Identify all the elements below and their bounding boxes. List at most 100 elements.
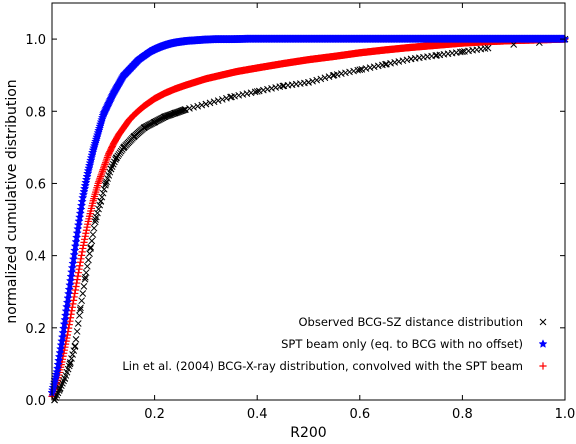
data-point [403, 56, 411, 64]
data-point [73, 328, 81, 335]
y-tick-label: 0.4 [25, 250, 46, 265]
data-point [71, 289, 79, 298]
data-point [333, 71, 341, 78]
data-point [79, 186, 89, 196]
data-point [80, 180, 90, 190]
legend-label: SPT beam only (eq. to BCG with no offset… [281, 337, 523, 351]
data-point [370, 63, 378, 71]
x-axis-title: R200 [290, 425, 326, 441]
data-point [247, 89, 255, 97]
data-point [268, 85, 275, 92]
data-point [346, 68, 353, 76]
data-point [366, 64, 374, 71]
data-point [66, 314, 75, 322]
data-point [87, 245, 94, 252]
data-point [350, 67, 357, 75]
data-point [76, 262, 84, 270]
data-point [81, 177, 91, 187]
data-point [317, 75, 325, 83]
data-point [325, 73, 333, 80]
data-point [82, 171, 92, 181]
data-point [78, 248, 86, 256]
data-point [67, 359, 74, 366]
data-point [459, 48, 466, 56]
data-point [112, 156, 119, 163]
data-point [358, 65, 366, 73]
data-point [99, 165, 107, 174]
data-point [80, 183, 90, 193]
data-point [329, 72, 337, 79]
data-point [77, 255, 85, 263]
data-point [92, 213, 100, 221]
data-point [186, 105, 193, 112]
data-point [83, 223, 91, 231]
data-point [68, 355, 75, 362]
data-point [78, 190, 89, 199]
data-point [81, 174, 92, 184]
data-point [194, 102, 202, 110]
y-tick-label: 0.2 [25, 322, 46, 337]
data-point [76, 306, 84, 314]
plot-area [47, 34, 570, 404]
data-point [74, 272, 82, 280]
data-point [101, 159, 110, 167]
series-0 [51, 35, 569, 404]
data-point [79, 241, 87, 249]
data-point [97, 197, 105, 205]
y-tick-label: 0.8 [25, 105, 46, 120]
data-point [95, 176, 104, 184]
data-point [313, 76, 321, 84]
data-point [83, 262, 91, 270]
data-point [321, 74, 329, 82]
x-tick-label: 0.4 [247, 407, 268, 422]
data-point [383, 60, 390, 68]
data-point [190, 103, 197, 111]
data-point [218, 96, 226, 103]
data-point [81, 235, 89, 243]
data-point [71, 286, 79, 294]
legend-marker [538, 339, 548, 348]
data-point [96, 174, 104, 182]
data-point [337, 70, 345, 78]
data-point [102, 180, 110, 187]
data-point [399, 57, 407, 65]
data-point [103, 153, 112, 162]
data-point [97, 171, 105, 179]
data-point [235, 91, 243, 99]
data-point [179, 106, 187, 114]
data-point [74, 269, 83, 277]
data-point [80, 238, 88, 246]
x-tick-label: 0.8 [452, 407, 473, 422]
data-point [231, 92, 238, 100]
y-tick-label: 1.0 [25, 33, 46, 48]
data-point [251, 88, 259, 96]
data-point [264, 85, 271, 93]
data-point [243, 90, 251, 97]
data-point [214, 97, 222, 104]
data-point [362, 65, 370, 72]
data-point [98, 193, 106, 201]
data-point [69, 300, 77, 308]
data-point [75, 265, 83, 273]
data-point [69, 351, 76, 358]
data-point [90, 224, 98, 232]
data-point [52, 367, 62, 376]
data-point [66, 360, 74, 368]
data-point [227, 93, 234, 101]
data-point [82, 229, 90, 237]
x-tick-label: 1.0 [555, 407, 576, 422]
data-point [78, 297, 86, 305]
data-point [96, 201, 104, 209]
y-tick-label: 0.0 [25, 394, 46, 409]
data-point [342, 69, 349, 77]
data-point [100, 185, 108, 193]
data-point [72, 282, 80, 291]
data-point [77, 251, 86, 259]
data-point [223, 94, 230, 102]
data-point [66, 317, 74, 325]
data-point [260, 86, 267, 94]
data-point [387, 59, 394, 67]
x-tick-label: 0.2 [144, 407, 165, 422]
data-point [72, 336, 80, 343]
